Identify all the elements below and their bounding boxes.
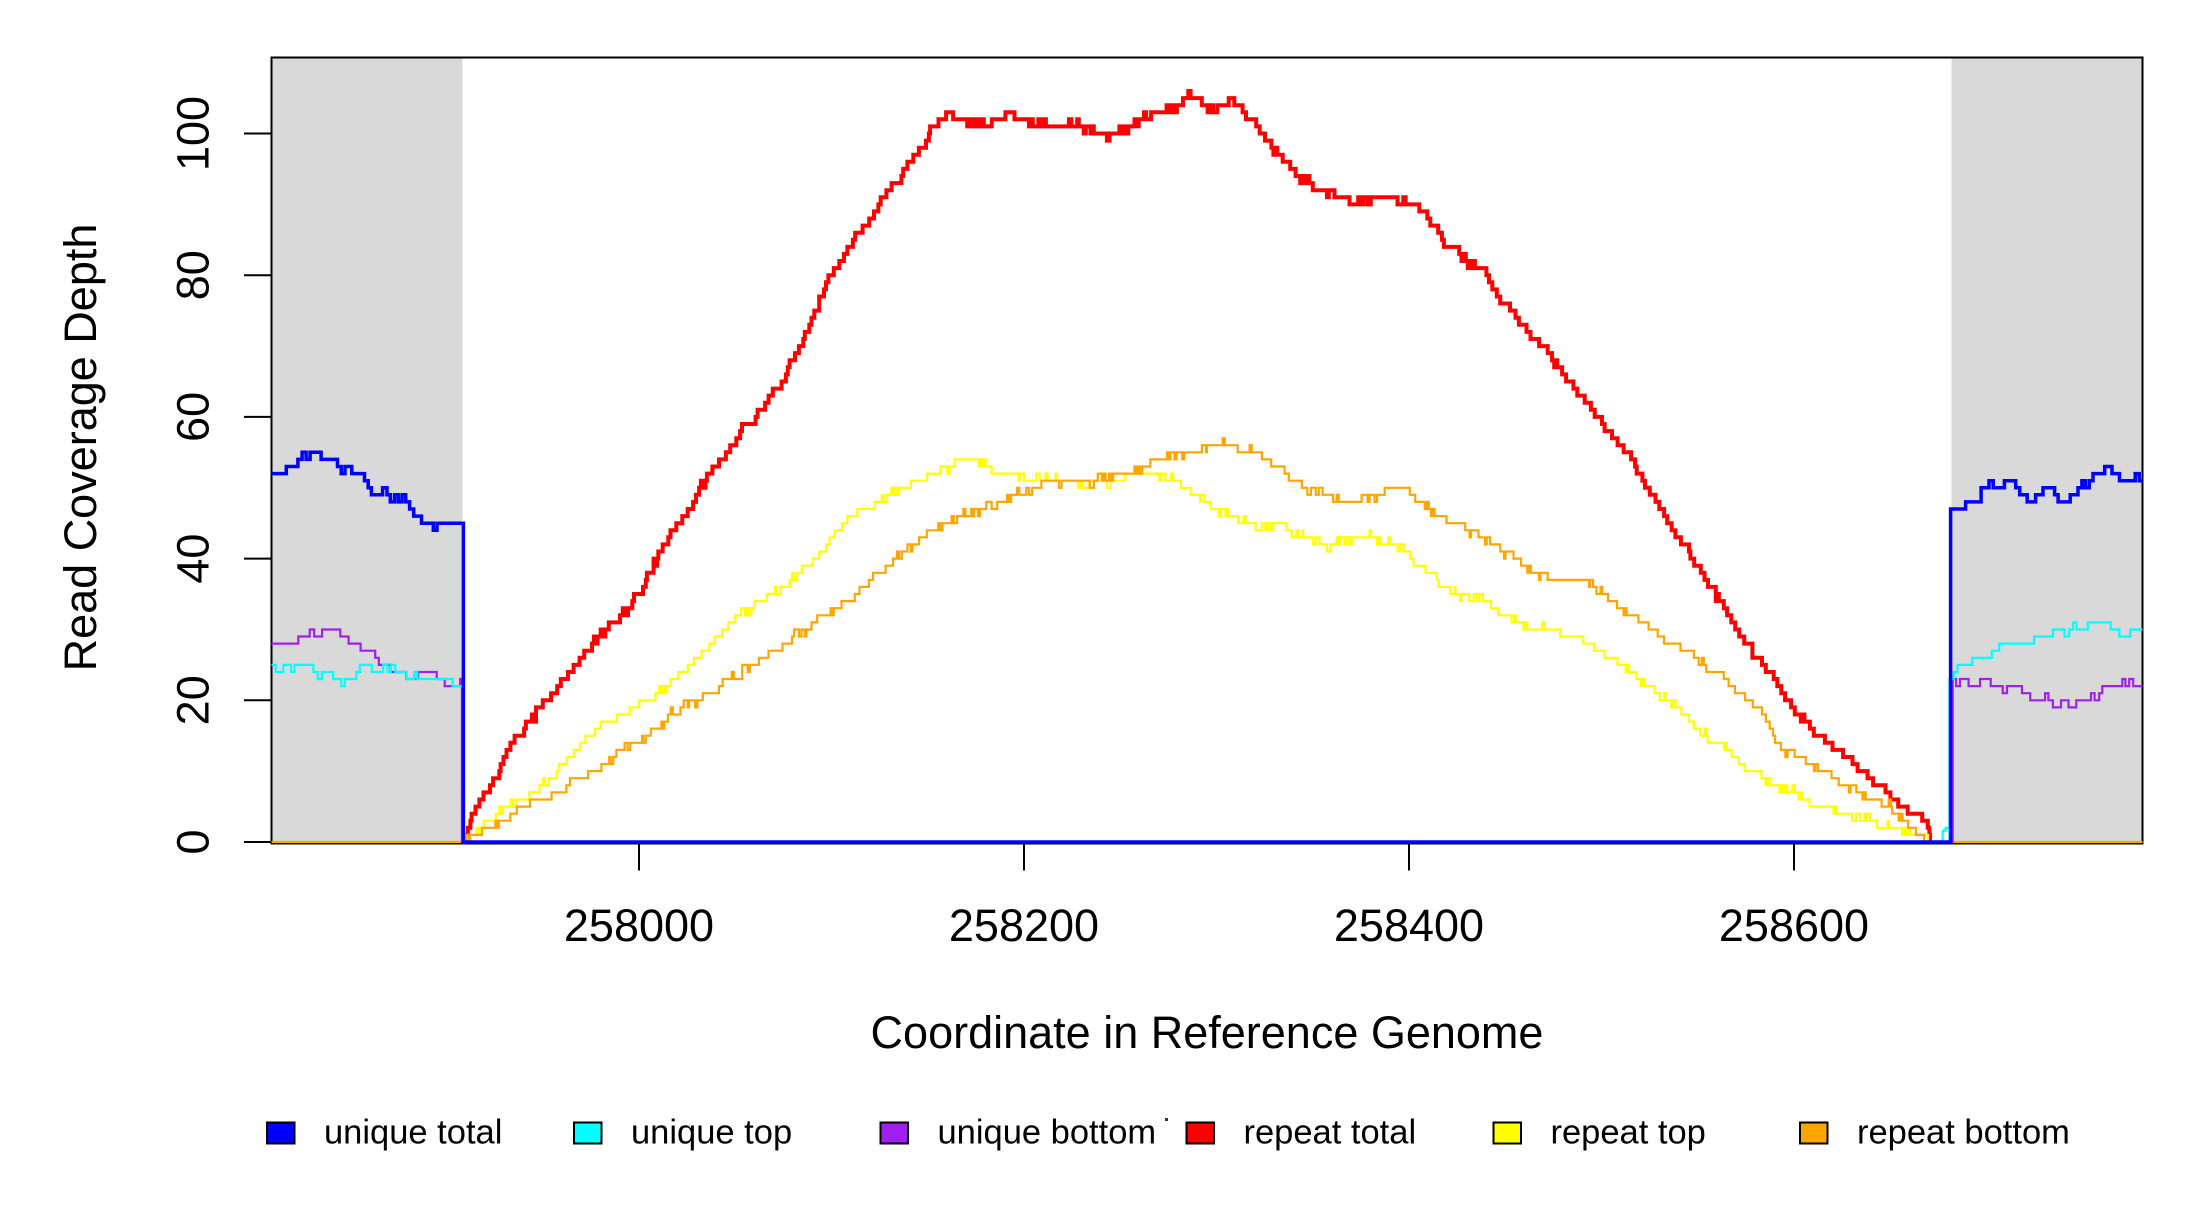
svg-text:40: 40 <box>168 534 219 584</box>
svg-text:80: 80 <box>168 250 219 300</box>
svg-text:unique total: unique total <box>324 1114 502 1152</box>
svg-text:Coordinate in Reference Genome: Coordinate in Reference Genome <box>871 1007 1544 1058</box>
svg-text:repeat top: repeat top <box>1551 1114 1706 1152</box>
svg-text:258200: 258200 <box>949 900 1099 951</box>
svg-text:60: 60 <box>168 392 219 442</box>
svg-text:258600: 258600 <box>1719 900 1869 951</box>
svg-text:258400: 258400 <box>1334 900 1484 951</box>
svg-text:repeat bottom: repeat bottom <box>1857 1114 2070 1152</box>
svg-text:0: 0 <box>168 829 219 854</box>
svg-text:repeat total: repeat total <box>1244 1114 1417 1152</box>
svg-text:100: 100 <box>168 96 219 171</box>
svg-text:Read Coverage Depth: Read Coverage Depth <box>55 224 106 672</box>
svg-text:unique bottom: unique bottom <box>938 1114 1157 1152</box>
svg-text:258000: 258000 <box>564 900 714 951</box>
svg-text:20: 20 <box>168 675 219 725</box>
svg-text:unique top: unique top <box>631 1114 792 1152</box>
